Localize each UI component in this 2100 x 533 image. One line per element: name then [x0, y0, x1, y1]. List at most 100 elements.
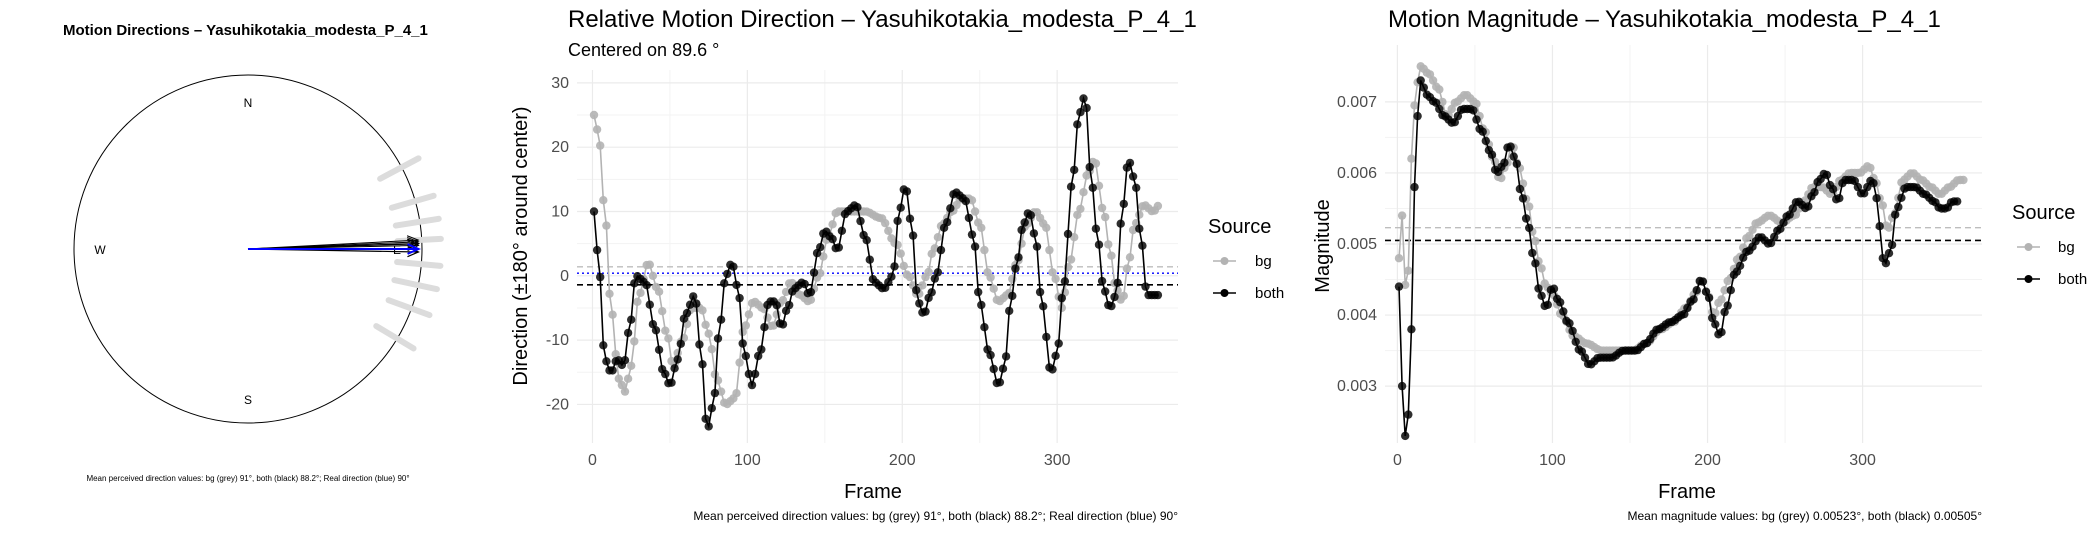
magnitude-x-label: Frame	[1658, 481, 1716, 503]
bg-point	[1119, 291, 1129, 301]
frame-streak	[394, 259, 444, 269]
both-point	[723, 269, 732, 279]
bg-point	[986, 273, 995, 282]
bg-point	[772, 310, 781, 319]
both-point	[1872, 194, 1881, 203]
frame-streak	[391, 277, 440, 293]
both-point	[1110, 292, 1119, 302]
both-point	[602, 357, 611, 366]
both-point	[1070, 165, 1079, 175]
both-point	[986, 350, 995, 360]
frame-streak	[385, 297, 433, 319]
x-tick-label: 100	[1539, 452, 1566, 469]
both-point	[1410, 182, 1419, 192]
both-point	[785, 300, 794, 310]
both-point	[1500, 158, 1509, 167]
both-point	[729, 262, 738, 271]
both-point	[1125, 158, 1135, 168]
both-point	[1683, 303, 1692, 313]
both-point	[1066, 182, 1076, 191]
bg-point	[608, 310, 617, 319]
both-point	[1770, 232, 1779, 242]
both-point	[936, 245, 946, 255]
bg-point	[1404, 266, 1413, 275]
bg-point	[1045, 245, 1054, 255]
both-point	[676, 339, 685, 348]
both-point	[995, 378, 1005, 387]
both-point	[1692, 286, 1701, 295]
both-point	[1704, 293, 1714, 303]
both-point	[760, 323, 769, 332]
magnitude-panel: Motion Magnitude – Yasuhikotakia_modesta…	[1312, 6, 2087, 523]
bg-point	[627, 361, 636, 370]
both-point	[738, 339, 747, 348]
bg-point	[884, 226, 893, 235]
both-point	[1869, 179, 1878, 188]
both-point	[1079, 94, 1088, 103]
bg-point	[648, 271, 658, 280]
both-point	[1073, 120, 1082, 129]
both-point	[1478, 127, 1487, 136]
both-point	[834, 243, 843, 252]
both-point	[1525, 223, 1534, 233]
both-point	[757, 345, 766, 354]
both-point	[1008, 291, 1017, 301]
bg-point	[1122, 264, 1132, 273]
both-point	[1537, 291, 1546, 300]
direction-caption: Mean perceived direction values: bg (gre…	[693, 509, 1178, 523]
both-point	[1138, 241, 1147, 250]
bg-point	[933, 233, 943, 242]
both-point	[1128, 172, 1138, 181]
bg-point	[741, 321, 750, 330]
both-point	[685, 300, 695, 309]
both-point	[1076, 108, 1085, 117]
both-point	[1735, 261, 1745, 270]
both-point	[654, 345, 664, 354]
both-point	[930, 274, 939, 283]
both-point	[1549, 284, 1559, 293]
both-point	[1580, 353, 1590, 362]
magnitude-caption: Mean magnitude values: bg (grey) 0.00523…	[1628, 509, 1983, 523]
bg-point	[899, 261, 908, 271]
both-point	[1001, 352, 1011, 361]
both-point	[589, 207, 599, 216]
bg-point	[732, 389, 741, 398]
both-point	[1506, 142, 1515, 151]
both-point	[1035, 287, 1045, 297]
y-tick-label: 0.005	[1337, 236, 1377, 253]
compass-caption: Mean perceived direction values: bg (gre…	[86, 474, 409, 483]
bg-point	[967, 196, 977, 205]
both-point	[980, 323, 989, 332]
both-point	[1528, 248, 1537, 258]
bg-point	[599, 196, 608, 205]
both-point	[1132, 183, 1141, 192]
both-point	[710, 388, 720, 398]
both-point	[1063, 229, 1073, 239]
bg-point	[1107, 251, 1116, 260]
both-point	[977, 300, 986, 310]
bg-point	[989, 284, 998, 293]
both-point	[1711, 320, 1720, 329]
both-point	[695, 340, 704, 349]
bg-point	[698, 306, 707, 315]
both-point	[989, 364, 998, 374]
both-point	[707, 404, 716, 413]
both-point	[1407, 325, 1416, 334]
bg-point	[828, 220, 837, 229]
both-point	[645, 300, 654, 309]
bg-point	[1447, 104, 1456, 114]
both-point	[1723, 301, 1732, 310]
both-point	[592, 245, 602, 255]
bg-point	[661, 326, 670, 335]
bg-point	[1866, 163, 1875, 173]
both-point	[704, 422, 713, 431]
both-point	[974, 287, 983, 297]
both-point	[720, 279, 729, 288]
both-point	[750, 369, 760, 379]
both-point	[732, 280, 741, 290]
bg-point	[658, 307, 667, 316]
both-point	[912, 286, 921, 295]
compass-panel: Motion Directions – Yasuhikotakia_modest…	[63, 22, 444, 483]
both-point	[642, 281, 651, 290]
both-point	[1515, 184, 1525, 194]
